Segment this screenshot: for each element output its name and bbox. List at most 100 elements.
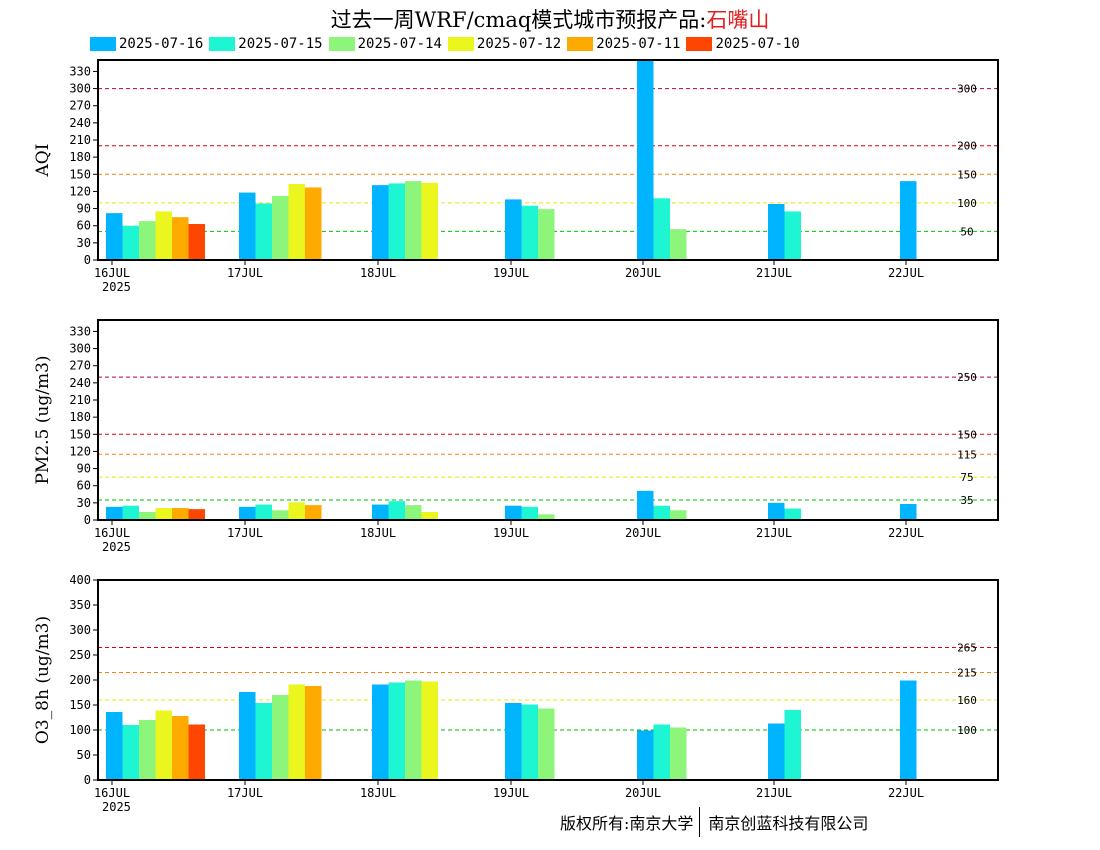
x-tick-label: 22JUL [888, 786, 924, 800]
bar [521, 704, 538, 780]
bar [172, 217, 189, 260]
x-tick-label: 16JUL [94, 526, 130, 540]
y-tick-label: 300 [69, 623, 91, 637]
y-tick-label: 250 [69, 648, 91, 662]
y-tick-label: 240 [69, 116, 91, 130]
bar [900, 181, 917, 260]
legend-item: 2025-07-11 [567, 36, 680, 52]
bar [305, 505, 322, 520]
x-tick-label: 17JUL [227, 786, 263, 800]
y-tick-label: 200 [69, 673, 91, 687]
threshold-label: 150 [957, 168, 977, 181]
bar [653, 505, 670, 520]
bar [768, 723, 785, 780]
y-axis-label: O3_8h (ug/m3) [33, 616, 53, 744]
x-tick-label: 19JUL [493, 526, 529, 540]
bar [538, 209, 555, 260]
bar [155, 508, 172, 520]
y-tick-label: 300 [69, 82, 91, 96]
bar [272, 695, 289, 780]
bar [405, 680, 422, 780]
bar [239, 506, 256, 520]
legend: 2025-07-16 2025-07-15 2025-07-14 2025-07… [90, 34, 806, 54]
threshold-label: 300 [957, 83, 977, 96]
bar [784, 211, 801, 260]
bar [106, 712, 123, 780]
x-tick-label: 16JUL [94, 786, 130, 800]
legend-label: 2025-07-11 [596, 36, 681, 52]
bar [372, 684, 389, 780]
legend-label: 2025-07-14 [357, 36, 442, 52]
x-tick-label: 17JUL [227, 266, 263, 280]
bar [239, 692, 256, 780]
bar [272, 196, 289, 260]
bar [505, 505, 522, 520]
y-tick-label: 0 [84, 513, 91, 527]
bar [637, 730, 654, 780]
x-tick-label: 16JUL [94, 266, 130, 280]
x-year-label: 2025 [102, 540, 131, 554]
threshold-label: 265 [957, 642, 977, 655]
bar [122, 725, 139, 780]
y-tick-label: 90 [77, 462, 91, 476]
bar [653, 198, 670, 260]
bar [272, 510, 289, 520]
bar [305, 686, 322, 780]
threshold-label: 35 [960, 494, 973, 507]
bar [538, 514, 555, 520]
title-station: 石嘴山 [706, 8, 770, 32]
y-tick-label: 30 [77, 236, 91, 250]
legend-item: 2025-07-10 [686, 36, 800, 52]
bar [155, 211, 172, 260]
y-tick-label: 30 [77, 496, 91, 510]
bar [388, 501, 405, 520]
bar [768, 204, 785, 260]
y-tick-label: 90 [77, 202, 91, 216]
x-tick-label: 18JUL [360, 786, 396, 800]
bar [188, 724, 205, 780]
y-tick-label: 300 [69, 342, 91, 356]
bar [421, 512, 438, 520]
legend-item: 2025-07-15 [209, 36, 323, 52]
y-tick-label: 150 [69, 698, 91, 712]
footer-divider [699, 807, 701, 837]
bar [188, 509, 205, 520]
x-tick-label: 21JUL [756, 786, 792, 800]
bar [653, 724, 670, 780]
y-tick-label: 400 [69, 573, 91, 587]
footer: 版权所有:南京大学 南京创蓝科技有限公司 [560, 806, 868, 838]
bar [288, 684, 305, 780]
bar [255, 203, 272, 260]
bar [255, 703, 272, 780]
plot-frame [97, 59, 999, 261]
bar [670, 510, 687, 520]
y-tick-label: 180 [69, 150, 91, 164]
threshold-label: 100 [957, 197, 977, 210]
x-tick-label: 21JUL [756, 526, 792, 540]
y-tick-label: 210 [69, 133, 91, 147]
legend-swatch [328, 37, 355, 51]
plot-frame [97, 319, 999, 521]
title-prefix: 过去一周WRF/cmaq模式城市预报产品: [330, 8, 707, 32]
bar [188, 224, 205, 260]
bar [155, 710, 172, 780]
y-tick-label: 330 [69, 64, 91, 78]
bar [139, 221, 156, 260]
threshold-label: 250 [957, 371, 977, 384]
x-tick-label: 22JUL [888, 266, 924, 280]
y-tick-label: 60 [77, 219, 91, 233]
bar [255, 504, 272, 520]
bar [521, 205, 538, 260]
y-tick-label: 330 [69, 324, 91, 338]
threshold-label: 150 [957, 428, 977, 441]
bar [106, 506, 123, 520]
legend-item: 2025-07-16 [90, 36, 203, 52]
bar [637, 490, 654, 520]
x-tick-label: 20JUL [625, 266, 661, 280]
bar [172, 508, 189, 520]
legend-item: 2025-07-12 [447, 36, 561, 52]
legend-label: 2025-07-16 [119, 36, 204, 52]
threshold-label: 50 [960, 225, 973, 238]
bar [106, 213, 123, 260]
bar [288, 184, 305, 260]
